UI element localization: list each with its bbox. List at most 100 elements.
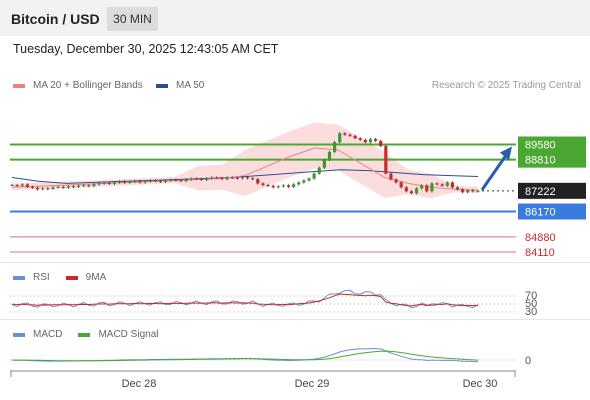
macd-line xyxy=(11,348,479,363)
candle-body xyxy=(76,185,81,187)
candle-body xyxy=(261,183,265,185)
candle-body xyxy=(276,186,280,188)
ma50-line xyxy=(11,169,479,184)
candle-body xyxy=(230,177,234,179)
instrument-title: Bitcoin / USD xyxy=(11,11,100,27)
candle-body xyxy=(210,177,214,179)
candle-body xyxy=(97,183,101,185)
candle-body xyxy=(71,186,76,188)
macd-legend-label: MACD xyxy=(33,329,63,340)
candle-body xyxy=(394,179,398,183)
rsi-line xyxy=(11,289,479,309)
legend-ma20-label: MA 20 + Bollinger Bands xyxy=(33,80,143,91)
candle-body xyxy=(389,173,393,180)
candle-body xyxy=(420,185,424,189)
candle-body xyxy=(133,181,137,183)
candle-body xyxy=(102,183,106,185)
candle-body xyxy=(87,185,91,187)
level-tag-86170 xyxy=(518,203,586,220)
candle-body xyxy=(20,184,24,186)
candle-body xyxy=(450,182,454,188)
rsi-legend: RSI 9MA xyxy=(13,272,106,283)
legend-ma50-label: MA 50 xyxy=(176,80,205,91)
rsi-legend-label: RSI xyxy=(33,272,50,283)
candle-body xyxy=(476,190,480,192)
candle-body xyxy=(425,185,429,192)
candle-body xyxy=(51,187,55,189)
candle-body xyxy=(271,185,275,188)
candle-body xyxy=(92,184,96,187)
candle-body xyxy=(461,189,465,193)
candle-body xyxy=(430,183,434,192)
legend-ma20: MA 20 + Bollinger Bands xyxy=(13,80,143,91)
x-axis-label-dec-29: Dec 29 xyxy=(295,378,330,390)
candle-body xyxy=(348,134,352,136)
candle-body xyxy=(117,181,122,183)
rsi-ma-legend-label: 9MA xyxy=(85,272,107,283)
level-tag-89580 xyxy=(518,136,586,153)
candle-body xyxy=(220,177,224,180)
candle-body xyxy=(30,186,35,188)
panel-divider-macd xyxy=(0,319,590,320)
candle-body xyxy=(379,140,383,147)
candle-body xyxy=(440,184,444,186)
candle-body xyxy=(46,188,50,190)
macd-swatch xyxy=(13,332,25,337)
candle-body xyxy=(25,184,29,187)
candle-body xyxy=(204,178,209,180)
candle-body xyxy=(66,186,70,188)
candle-body xyxy=(61,186,65,188)
candle-body xyxy=(169,179,173,181)
candle-body xyxy=(266,184,270,186)
candle-body xyxy=(409,191,414,194)
x-axis-label-dec-30: Dec 30 xyxy=(463,378,498,390)
candle-body xyxy=(245,177,250,179)
ma50-swatch xyxy=(156,83,168,88)
candle-body xyxy=(317,167,321,174)
candle-body xyxy=(225,177,229,180)
candle-body xyxy=(307,178,311,181)
candle-body xyxy=(36,187,40,190)
candle-body xyxy=(327,151,332,160)
rsi-ma-line xyxy=(11,293,479,307)
candle-body xyxy=(82,185,86,187)
candle-body xyxy=(240,177,245,179)
interval-selector[interactable]: 30 MIN xyxy=(107,7,158,31)
level-label-89580: 89580 xyxy=(525,140,556,152)
macd-legend: MACD MACD Signal xyxy=(13,329,158,340)
candle-body xyxy=(199,179,204,181)
current-price-label: 87222 xyxy=(525,186,556,198)
macd-level-0: 0 xyxy=(525,355,531,367)
candle-body xyxy=(251,178,255,180)
candle-body xyxy=(445,182,449,186)
candle-body xyxy=(343,133,347,135)
candle-body xyxy=(107,183,111,185)
candle-body xyxy=(158,181,163,183)
rsi-level-50: 50 xyxy=(525,298,537,310)
candle-body xyxy=(153,180,157,182)
candle-body xyxy=(302,180,306,183)
candle-body xyxy=(194,178,198,180)
ma20-line xyxy=(11,147,479,191)
ma20-swatch xyxy=(13,83,25,88)
candle-body xyxy=(138,181,142,183)
candle-body xyxy=(148,180,152,182)
chart-header-bar xyxy=(0,0,590,36)
forecast-arrow-shaft xyxy=(480,151,510,191)
candle-body xyxy=(256,179,260,184)
level-label-86170: 86170 xyxy=(525,207,556,219)
candle-body xyxy=(292,184,296,187)
candle-body xyxy=(322,159,326,168)
candle-body xyxy=(435,183,439,185)
candle-body xyxy=(128,181,132,183)
candle-body xyxy=(368,139,373,143)
chart-datetime: Tuesday, December 30, 2025 12:43:05 AM C… xyxy=(13,42,279,56)
candle-body xyxy=(353,135,357,139)
rsi-level-70: 70 xyxy=(525,290,537,302)
current-price-tag xyxy=(518,182,586,199)
candle-body xyxy=(404,187,408,192)
candle-body xyxy=(10,184,14,186)
candle-body xyxy=(312,173,316,179)
candle-body xyxy=(338,133,342,143)
level-tag-88810 xyxy=(518,151,586,168)
